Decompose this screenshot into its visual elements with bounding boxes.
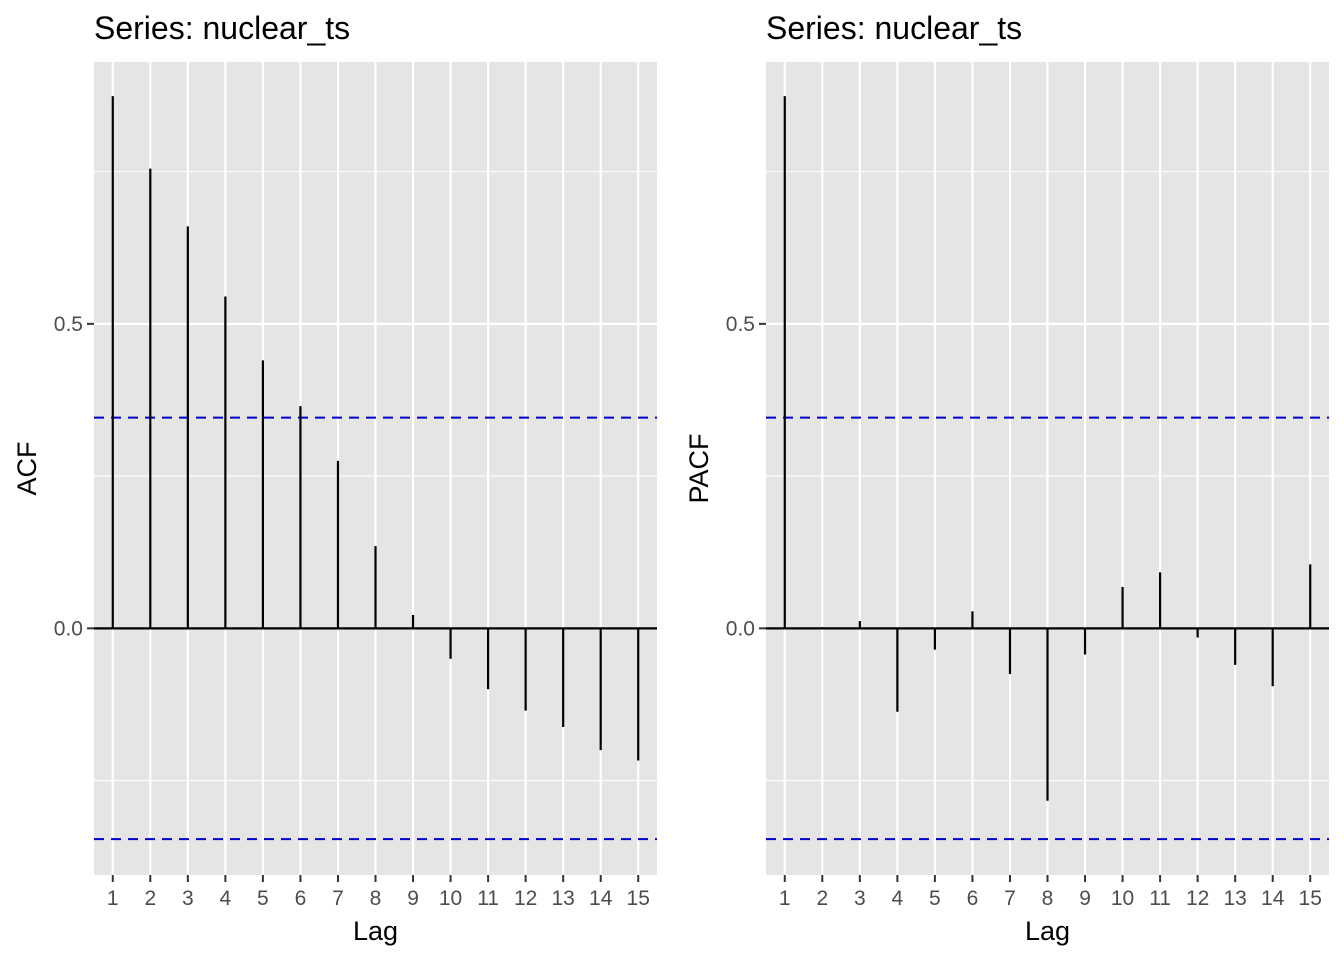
- pacf-bars: [783, 96, 1312, 801]
- pacf-y-axis: 0.0 0.5: [726, 313, 766, 640]
- pacf-x-tick-label: 6: [967, 887, 979, 910]
- pacf-chart-svg: 0.00.5 1 2 3 4 5 6 7 8 9 10 11 12 13 14 15 Series: nuc…: [684, 10, 1329, 946]
- acf-chart: 0.0 0.5 1 2 3 4 5 6 7 8 9 10 11 12 13 14 15 Series: nuc…: [12, 10, 657, 946]
- pacf-x-tick-label: 12: [1186, 887, 1209, 910]
- acf-x-tick-label: 11: [477, 887, 499, 910]
- acf-x-axis: 1 2 3 4 5 6 7 8 9 10 11 12 13 14 15: [107, 875, 650, 910]
- pacf-x-axis-label: Lag: [1025, 916, 1070, 946]
- acf-x-tick-label: 6: [295, 887, 307, 910]
- acf-x-tick-label: 4: [220, 887, 232, 910]
- pacf-x-axis: 1 2 3 4 5 6 7 8 9 10 11 12 13 14 15: [779, 875, 1322, 910]
- pacf-x-tick-label: 11: [1149, 887, 1171, 910]
- acf-x-tick-label: 14: [589, 887, 613, 910]
- acf-x-tick-label: 9: [407, 887, 419, 910]
- pacf-x-tick-label: 8: [1042, 887, 1054, 910]
- acf-y-tick-label: 0.0: [54, 617, 83, 640]
- acf-x-tick-label: 13: [551, 887, 574, 910]
- pacf-y-tick-label: 0.0: [726, 617, 755, 640]
- pacf-x-tick-label: 7: [1004, 887, 1016, 910]
- pacf-x-tick-label: 5: [929, 887, 941, 910]
- pacf-chart-title: Series: nuclear_ts: [766, 10, 1022, 46]
- pacf-y-tick-label: 0.5: [726, 313, 755, 336]
- acf-y-tick-label: 0.5: [54, 313, 83, 336]
- pacf-x-tick-label: 10: [1111, 887, 1134, 910]
- acf-chart-title: Series: nuclear_ts: [94, 10, 350, 46]
- pacf-x-tick-label: 15: [1299, 887, 1322, 910]
- pacf-x-tick-label: 14: [1261, 887, 1285, 910]
- pacf-x-tick-label: 4: [892, 887, 904, 910]
- acf-x-axis-label: Lag: [353, 916, 398, 946]
- pacf-x-tick-label: 13: [1223, 887, 1246, 910]
- pacf-x-tick-label: 2: [816, 887, 828, 910]
- acf-y-axis: 0.0 0.5: [54, 313, 94, 640]
- acf-x-tick-label: 3: [182, 887, 194, 910]
- pacf-x-tick-label: 1: [779, 887, 791, 910]
- acf-chart-svg: 0.00.5 1 2 3 4 5 6 7 8 9 10 11 12 13 14 15 Series: nuc…: [12, 10, 657, 946]
- pacf-x-tick-label: 3: [854, 887, 866, 910]
- pacf-x-tick-label: 9: [1079, 887, 1091, 910]
- acf-x-tick-label: 5: [257, 887, 269, 910]
- acf-x-tick-label: 12: [514, 887, 537, 910]
- acf-x-tick-label: 7: [332, 887, 344, 910]
- acf-x-tick-label: 10: [439, 887, 462, 910]
- acf-x-tick-label: 8: [370, 887, 382, 910]
- acf-y-axis-label: ACF: [12, 442, 42, 496]
- acf-x-tick-label: 1: [107, 887, 119, 910]
- pacf-chart: 0.0 0.5 1 2 3 4 5 6 7 8 9 10 11 12 13 14 15 Series: nuc…: [672, 0, 1344, 965]
- acf-x-tick-label: 15: [627, 887, 650, 910]
- pacf-confidence-bounds: [766, 416, 1329, 841]
- acf-x-tick-label: 2: [144, 887, 156, 910]
- acf-bars: [111, 96, 640, 761]
- pacf-y-axis-label: PACF: [684, 433, 714, 503]
